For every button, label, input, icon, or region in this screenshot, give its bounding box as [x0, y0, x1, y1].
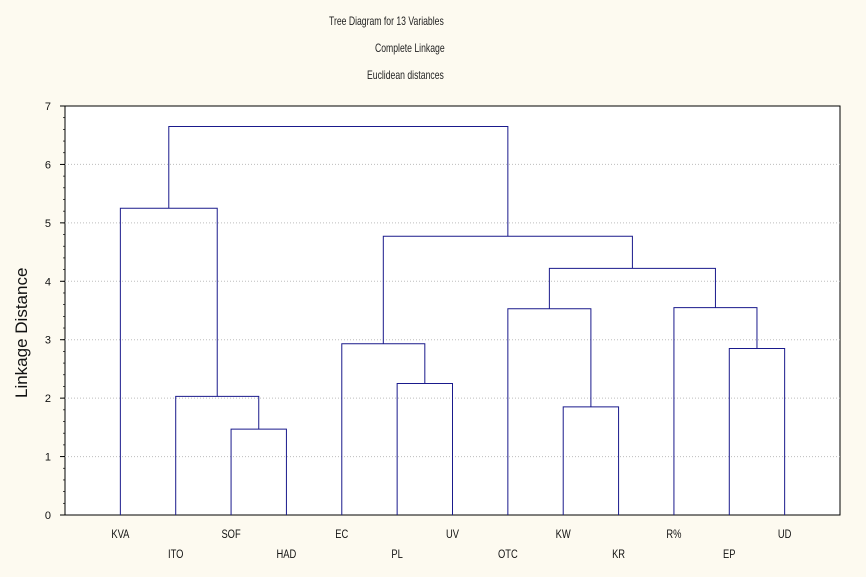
- leaf-label: UV: [446, 528, 460, 541]
- dendrogram-link: [168, 125, 509, 237]
- chart-subtitle-distance: Euclidean distances: [367, 68, 444, 82]
- leaf-label: UD: [778, 528, 792, 541]
- chart-subtitle-linkage: Complete Linkage: [375, 41, 445, 55]
- leaf-label: KW: [556, 528, 572, 541]
- leaf-label: KVA: [111, 528, 130, 541]
- leaf-label: R%: [666, 528, 681, 541]
- leaf-label: OTC: [498, 548, 518, 561]
- leaf-label: HAD: [277, 548, 297, 561]
- y-tick-label: 0: [45, 510, 51, 522]
- y-tick-label: 1: [45, 452, 51, 464]
- leaf-label: PL: [391, 548, 402, 561]
- y-tick-label: 5: [45, 218, 51, 230]
- y-tick-label: 4: [45, 276, 51, 288]
- leaf-label: EC: [335, 528, 348, 541]
- leaf-label: KR: [612, 548, 625, 561]
- y-tick-label: 3: [45, 335, 51, 347]
- y-tick-label: 6: [45, 159, 51, 171]
- leaf-label: ITO: [168, 548, 183, 561]
- y-tick-label: 2: [45, 393, 51, 405]
- leaf-label: EP: [723, 548, 735, 561]
- leaf-label: SOF: [221, 528, 241, 541]
- y-tick-label: 7: [45, 101, 51, 113]
- chart-title: Tree Diagram for 13 Variables: [329, 14, 444, 28]
